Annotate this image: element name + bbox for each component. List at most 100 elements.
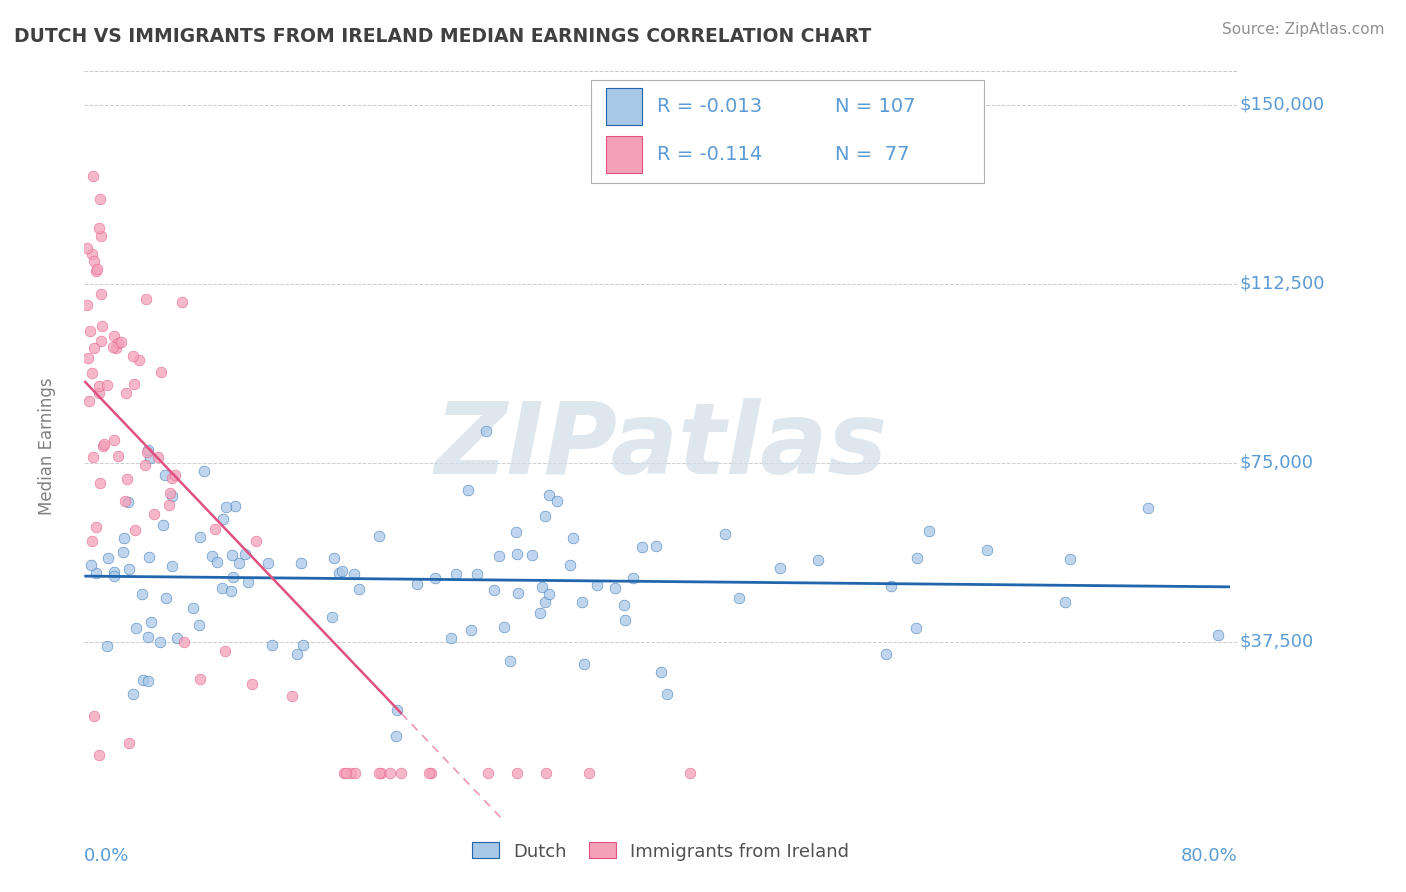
Point: [505, 547, 527, 561]
Point: [621, 571, 644, 585]
Text: $37,500: $37,500: [1240, 632, 1313, 650]
Point: [124, 523, 146, 537]
Point: [134, 458, 156, 472]
Point: [96, 377, 118, 392]
Point: [110, 334, 132, 349]
Point: [97, 550, 120, 565]
Text: $75,000: $75,000: [1240, 454, 1313, 472]
Point: [77, 393, 100, 408]
Point: [222, 570, 245, 584]
Point: [370, 765, 392, 780]
Point: [440, 631, 463, 645]
Point: [104, 341, 127, 355]
Point: [149, 634, 172, 648]
Point: [385, 703, 408, 717]
Point: [122, 349, 145, 363]
Point: [562, 531, 585, 545]
Point: [165, 468, 187, 483]
Point: [444, 566, 467, 581]
Point: [1054, 595, 1077, 609]
Bar: [606, 136, 641, 173]
Point: [807, 553, 830, 567]
Point: [529, 606, 551, 620]
Point: [139, 450, 162, 465]
Point: [91, 439, 114, 453]
Point: [114, 385, 136, 400]
Point: [91, 318, 114, 333]
Point: [534, 765, 557, 780]
Point: [76, 298, 98, 312]
Point: [117, 495, 139, 509]
Point: [905, 550, 928, 565]
Point: [488, 549, 510, 564]
Point: [114, 494, 136, 508]
Point: [93, 437, 115, 451]
Point: [118, 562, 141, 576]
Point: [368, 765, 391, 780]
Point: [340, 765, 363, 780]
Point: [467, 566, 489, 581]
Point: [655, 687, 678, 701]
Point: [146, 450, 169, 465]
Point: [343, 765, 366, 780]
Point: [322, 550, 344, 565]
Point: [219, 583, 242, 598]
Point: [160, 559, 183, 574]
Point: [152, 518, 174, 533]
Point: [505, 524, 527, 539]
Point: [160, 471, 183, 485]
Point: [83, 254, 105, 268]
Point: [114, 531, 136, 545]
Point: [87, 379, 110, 393]
Point: [82, 534, 104, 549]
Point: [121, 686, 143, 700]
Point: [420, 765, 443, 780]
Point: [128, 352, 150, 367]
Point: [905, 621, 928, 635]
Point: [236, 575, 259, 590]
Point: [224, 500, 246, 514]
Bar: [606, 88, 641, 126]
Point: [679, 765, 702, 780]
Point: [173, 634, 195, 648]
Point: [89, 221, 111, 235]
Point: [135, 445, 157, 459]
Point: [122, 376, 145, 391]
Point: [138, 630, 160, 644]
Point: [84, 566, 107, 580]
Point: [571, 595, 593, 609]
Point: [157, 498, 180, 512]
Point: [918, 524, 941, 539]
Point: [211, 581, 233, 595]
Point: [200, 549, 222, 564]
Text: $150,000: $150,000: [1240, 95, 1324, 114]
Point: [153, 467, 176, 482]
Point: [159, 485, 181, 500]
Point: [82, 169, 104, 184]
Point: [214, 644, 236, 658]
Text: $112,500: $112,500: [1240, 275, 1324, 293]
Point: [457, 483, 479, 497]
Point: [233, 548, 256, 562]
Point: [460, 624, 482, 638]
Point: [96, 639, 118, 653]
Point: [534, 595, 557, 609]
Point: [613, 598, 636, 612]
Point: [83, 341, 105, 355]
Point: [605, 581, 627, 595]
Text: R = -0.114: R = -0.114: [658, 145, 762, 163]
Point: [84, 519, 107, 533]
Point: [290, 557, 312, 571]
Point: [188, 672, 211, 686]
Point: [139, 615, 162, 630]
Point: [245, 533, 267, 548]
Point: [103, 433, 125, 447]
Point: [585, 578, 607, 592]
Point: [538, 587, 561, 601]
Point: [207, 555, 229, 569]
Point: [155, 591, 177, 606]
Point: [650, 665, 672, 679]
Point: [558, 558, 581, 572]
Text: Source: ZipAtlas.com: Source: ZipAtlas.com: [1222, 22, 1385, 37]
Point: [335, 765, 357, 780]
